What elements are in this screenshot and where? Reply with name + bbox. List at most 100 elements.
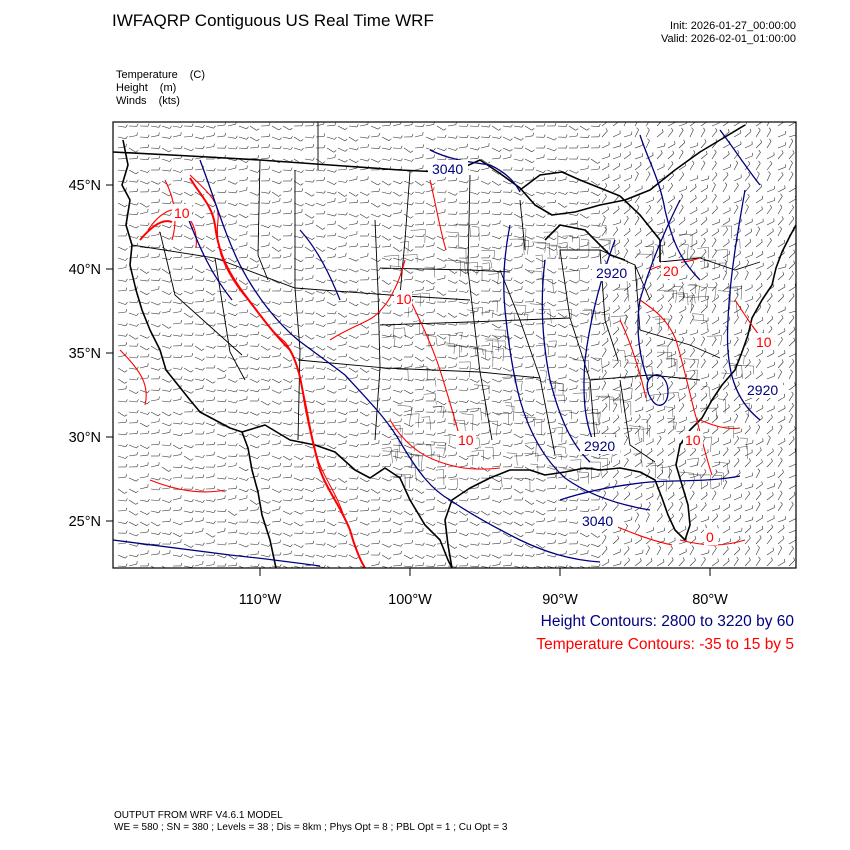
wind-barb [128, 213, 138, 215]
wind-barb-flag [290, 522, 293, 526]
wind-barb-flag [770, 271, 773, 275]
wind-barb [414, 432, 424, 435]
wind-barb-flag [202, 332, 205, 336]
wind-barb [194, 168, 203, 171]
wind-barb [436, 389, 445, 392]
wind-barb [656, 472, 664, 479]
wind-barb [568, 455, 577, 458]
wind-barb [238, 466, 247, 472]
wind-barb-flag [147, 170, 150, 173]
wind-barb-flag [257, 357, 260, 360]
wind-barb [392, 389, 401, 393]
wind-barb-flag [256, 303, 260, 306]
wind-barb-flag [125, 342, 127, 346]
wind-barb [700, 266, 709, 270]
wind-barb-flag [191, 244, 194, 248]
wind-barb [227, 290, 237, 292]
wind-barb-flag [422, 123, 425, 127]
wind-barb-flag [345, 377, 348, 381]
wind-barb-flag [510, 476, 513, 480]
wind-barb [425, 532, 434, 536]
wind-barb-flag [246, 434, 249, 437]
wind-barb-flag [597, 161, 601, 164]
wind-barb-flag [455, 487, 458, 490]
wind-barb-flag [344, 512, 348, 516]
wind-barb [755, 186, 763, 193]
wind-barb [469, 554, 478, 559]
wind-barb [711, 471, 718, 479]
wind-barb [381, 454, 390, 457]
wind-barb-flag [542, 205, 546, 208]
wind-barb-flag [356, 433, 359, 437]
wind-barb [414, 345, 423, 351]
wind-barb [535, 235, 544, 239]
wind-barb [359, 553, 368, 556]
wind-barb [117, 267, 126, 270]
wind-barb-flag [146, 523, 150, 526]
wind-barb-flag [543, 418, 545, 422]
wind-barb-flag [706, 272, 708, 276]
wind-barb [304, 267, 313, 270]
wind-barb-flag [147, 430, 150, 434]
wind-barb-flag [724, 270, 727, 274]
wind-barb [513, 422, 523, 425]
wind-barb [139, 553, 148, 556]
wind-barb [656, 438, 662, 446]
wind-barb [458, 312, 467, 317]
wind-barb [403, 378, 412, 382]
wind-barb [216, 135, 225, 138]
wind-barb [370, 388, 379, 391]
wind-barb-flag [411, 363, 413, 367]
wind-barb-flag [224, 495, 226, 499]
wind-barb [733, 496, 742, 501]
wind-barb [128, 454, 137, 457]
wind-barb [414, 366, 423, 369]
wind-barb [733, 530, 742, 534]
wind-barb-flag [510, 211, 513, 215]
wind-barb [150, 399, 159, 402]
wind-barb-flag [499, 220, 501, 224]
wind-barb-flag [714, 149, 717, 153]
wind-barb-flag [576, 179, 579, 183]
wind-barb [293, 554, 303, 557]
wind-barb-flag [499, 389, 502, 393]
wind-barb [425, 245, 434, 248]
wind-barb-flag [695, 283, 697, 287]
wind-barb [491, 323, 500, 329]
wind-barb [249, 488, 258, 493]
wind-barb-flag [576, 191, 579, 195]
wind-barb-flag [640, 393, 642, 397]
wind-barb [678, 541, 687, 545]
wind-barb-flag [158, 181, 161, 185]
wind-barb-flag [389, 478, 392, 482]
wind-barb [755, 152, 761, 160]
wind-barb [337, 334, 346, 340]
wind-barb [502, 257, 511, 262]
wind-barb [172, 497, 181, 501]
wind-barb [557, 442, 566, 446]
wind-barb-flag [312, 157, 315, 161]
wind-barb-flag [301, 413, 304, 416]
wind-barb-flag [542, 512, 546, 516]
wind-barb [645, 310, 654, 314]
wind-barb-flag [290, 487, 293, 491]
wind-barb [480, 510, 488, 516]
wind-barb [579, 532, 588, 538]
wind-barb [557, 202, 565, 208]
wind-barb [744, 519, 753, 523]
wind-barb [403, 180, 412, 185]
wind-barb [414, 167, 423, 171]
wind-barb-flag [685, 459, 687, 464]
wind-barb-flag [312, 518, 315, 522]
wind-barb [359, 168, 368, 171]
wind-barb [711, 266, 720, 270]
wind-barb [634, 372, 640, 380]
wind-barb-flag [322, 249, 326, 252]
wind-barb-flag [554, 532, 557, 535]
wind-barb-flag [246, 334, 249, 338]
wind-barb-flag [521, 253, 523, 257]
wind-barb-flag [213, 485, 216, 489]
wind-barb [513, 267, 522, 270]
wind-barb-flag [246, 478, 249, 481]
wind-barb [700, 484, 708, 490]
